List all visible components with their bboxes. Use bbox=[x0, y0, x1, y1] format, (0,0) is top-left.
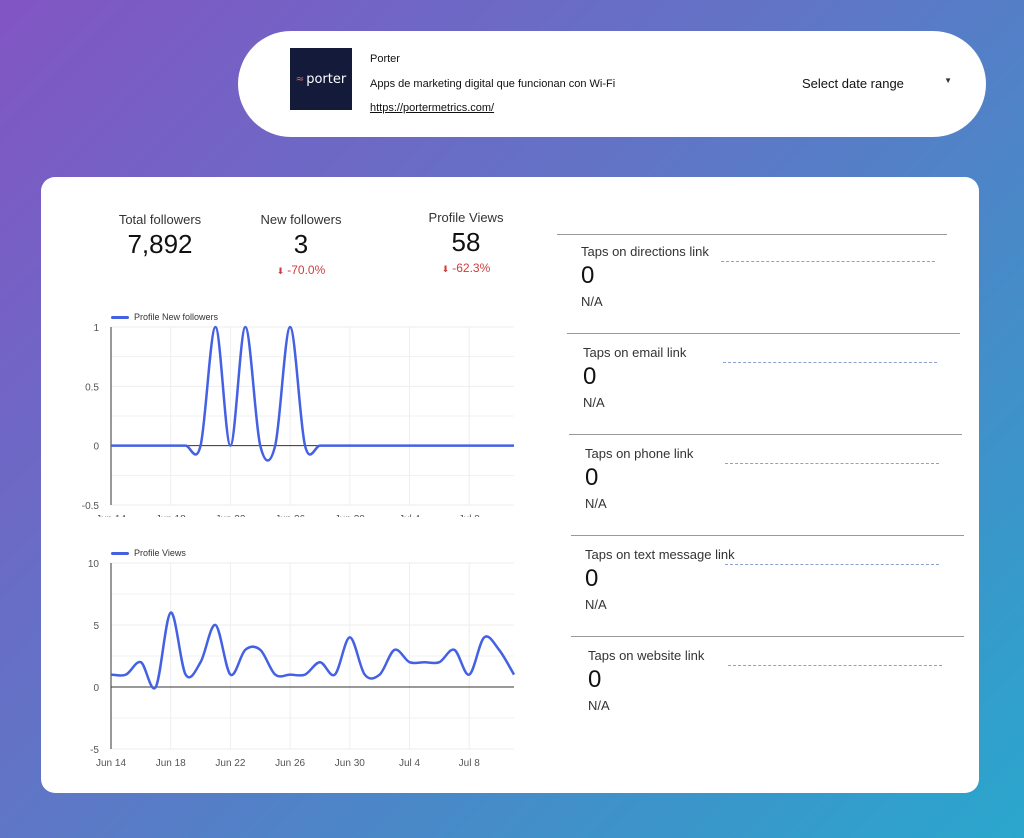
metric-text-message: Taps on text message link 0 N/A bbox=[571, 537, 966, 637]
x-tick-label: Jun 26 bbox=[275, 514, 305, 517]
y-tick-label: -5 bbox=[90, 745, 99, 756]
x-tick-label: Jun 18 bbox=[156, 514, 186, 517]
series-line bbox=[110, 611, 516, 690]
metric-value: 0 bbox=[585, 565, 599, 592]
brand-name: Porter bbox=[370, 53, 400, 65]
profile-views-chart: Jun 14 Jun 18 Jun 22 Jun 26 Jun 30 Jul 4 Jul 8… bbox=[88, 559, 516, 768]
metric-sub: N/A bbox=[588, 698, 610, 713]
kpi-delta: ⬇ -70.0% bbox=[246, 263, 356, 277]
metric-sub: N/A bbox=[581, 294, 603, 309]
metric-sub: N/A bbox=[585, 597, 607, 612]
porter-logo: ≈ porter bbox=[290, 48, 352, 110]
kpi-profile-views: Profile Views 58 ⬇ -62.3% bbox=[416, 210, 516, 275]
metric-label: Taps on text message link bbox=[585, 547, 735, 562]
kpi-total-followers: Total followers 7,892 bbox=[109, 212, 211, 260]
x-tick-label: Jun 18 bbox=[156, 758, 186, 768]
chart-legend: Profile Views bbox=[111, 548, 186, 558]
kpi-value: 58 bbox=[451, 227, 481, 257]
chart-legend: Profile New followers bbox=[111, 312, 218, 322]
x-tick-label: Jun 22 bbox=[215, 758, 245, 768]
brand-description: Apps de marketing digital que funcionan … bbox=[370, 78, 616, 90]
y-tick-label: 1 bbox=[93, 323, 99, 334]
legend-swatch bbox=[111, 315, 129, 319]
divider bbox=[557, 234, 947, 235]
x-tick-label: Jun 14 bbox=[96, 758, 126, 768]
y-tick-label: 0 bbox=[93, 442, 99, 453]
x-tick-label: Jul 8 bbox=[459, 758, 481, 768]
divider bbox=[571, 535, 964, 536]
metric-label: Taps on directions link bbox=[581, 244, 709, 259]
kpi-value: 3 bbox=[293, 229, 309, 259]
kpi-delta: ⬇ -62.3% bbox=[416, 261, 516, 275]
sparkline-placeholder bbox=[723, 362, 937, 363]
kpi-delta-value: -62.3% bbox=[452, 261, 491, 275]
kpi-label: Profile Views bbox=[428, 210, 504, 225]
kpi-label: New followers bbox=[260, 212, 342, 227]
metric-website: Taps on website link 0 N/A bbox=[574, 638, 969, 738]
metric-directions: Taps on directions link 0 N/A bbox=[567, 234, 962, 334]
metric-value: 0 bbox=[588, 666, 602, 693]
x-tick-label: Jul 8 bbox=[459, 514, 481, 517]
metric-phone: Taps on phone link 0 N/A bbox=[571, 436, 966, 536]
x-tick-label: Jun 30 bbox=[335, 758, 365, 768]
sparkline-placeholder bbox=[725, 463, 939, 464]
y-tick-label: -0.5 bbox=[82, 501, 100, 512]
kpi-label: Total followers bbox=[118, 212, 202, 227]
y-tick-label: 0 bbox=[93, 683, 99, 694]
metric-label: Taps on email link bbox=[583, 345, 687, 360]
sparkline-placeholder bbox=[728, 665, 942, 666]
metric-value: 0 bbox=[585, 464, 599, 491]
metric-sub: N/A bbox=[585, 496, 607, 511]
arrow-down-icon: ⬇ bbox=[441, 264, 450, 274]
y-tick-label: 0.5 bbox=[85, 382, 99, 393]
x-tick-label: Jun 30 bbox=[335, 514, 365, 517]
caret-down-icon: ▼ bbox=[944, 76, 952, 85]
sparkline-placeholder bbox=[721, 261, 935, 262]
metric-label: Taps on phone link bbox=[585, 446, 694, 461]
legend-label: Profile Views bbox=[134, 548, 186, 558]
metric-label: Taps on website link bbox=[588, 648, 705, 663]
legend-swatch bbox=[111, 551, 129, 555]
kpi-value: 7,892 bbox=[127, 229, 193, 259]
x-tick-label: Jul 4 bbox=[399, 758, 421, 768]
logo-text: porter bbox=[306, 71, 347, 87]
divider bbox=[569, 434, 962, 435]
kpi-new-followers: New followers 3 ⬇ -70.0% bbox=[246, 212, 356, 277]
x-tick-label: Jun 26 bbox=[275, 758, 305, 768]
sparkline-placeholder bbox=[725, 564, 939, 565]
new-followers-chart: Jun 14 Jun 18 Jun 22 Jun 26 Jun 30 Jul 4 Jul 8… bbox=[82, 323, 515, 517]
x-tick-label: Jun 22 bbox=[215, 514, 245, 517]
header-card: ≈ porter Porter Apps de marketing digita… bbox=[238, 31, 986, 137]
y-tick-label: 5 bbox=[93, 621, 99, 632]
main-card: Total followers 7,892 New followers 3 ⬇ -… bbox=[41, 177, 979, 793]
series-line bbox=[110, 325, 514, 462]
metric-value: 0 bbox=[583, 363, 597, 390]
brand-url-link[interactable]: https://portermetrics.com/ bbox=[370, 102, 495, 114]
legend-label: Profile New followers bbox=[134, 312, 219, 322]
kpi-delta-value: -70.0% bbox=[287, 263, 326, 277]
metric-value: 0 bbox=[581, 262, 595, 289]
date-range-label: Select date range bbox=[802, 76, 904, 91]
divider bbox=[567, 333, 960, 334]
date-range-select[interactable]: Select date range ▼ bbox=[802, 76, 952, 94]
arrow-down-icon: ⬇ bbox=[276, 266, 285, 276]
metric-sub: N/A bbox=[583, 395, 605, 410]
divider bbox=[571, 636, 964, 637]
wifi-icon: ≈ bbox=[295, 73, 305, 85]
x-tick-label: Jul 4 bbox=[399, 514, 421, 517]
x-tick-label: Jun 14 bbox=[96, 514, 126, 517]
metric-email: Taps on email link 0 N/A bbox=[569, 335, 964, 435]
y-tick-label: 10 bbox=[88, 559, 100, 570]
